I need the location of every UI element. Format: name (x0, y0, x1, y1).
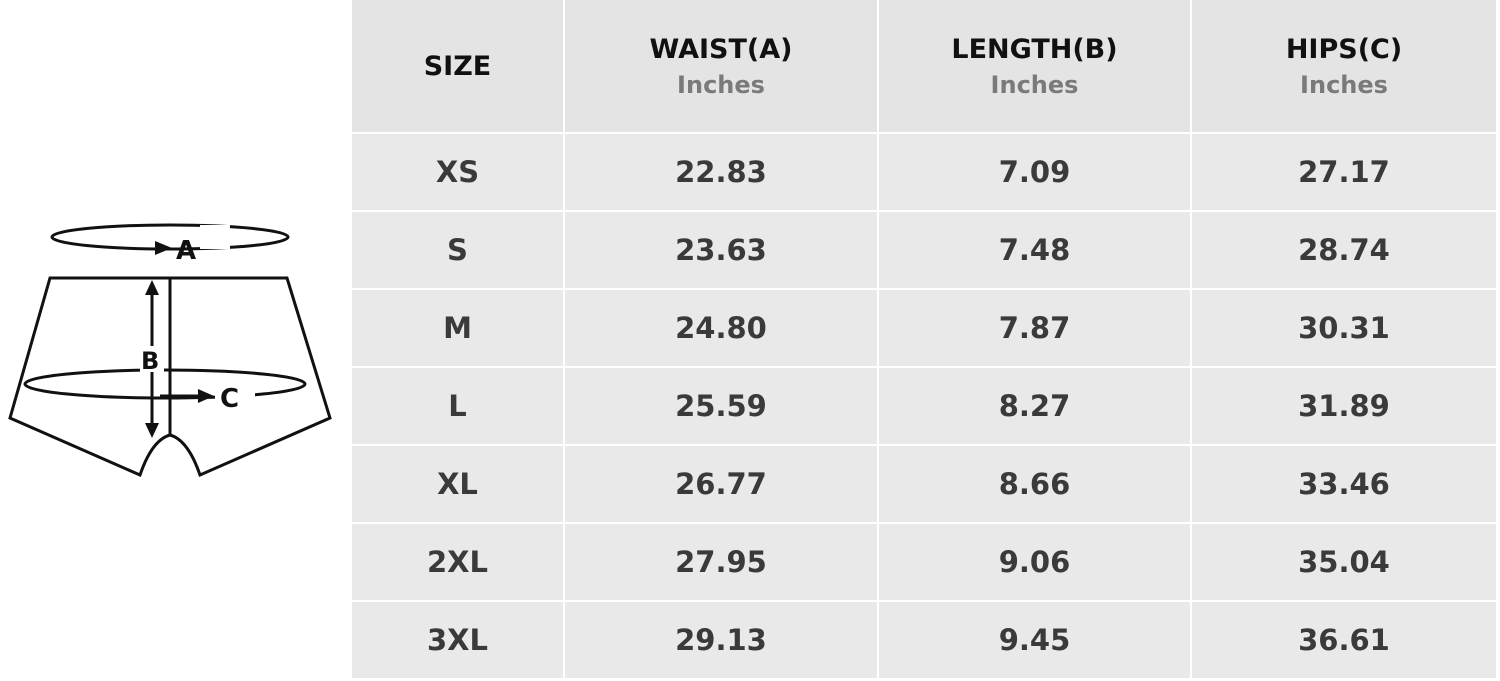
length-cell: 8.66 (879, 446, 1190, 522)
waist-cell: 24.80 (565, 290, 877, 366)
hips-cell: 36.61 (1192, 602, 1496, 678)
label-a: A (176, 236, 196, 266)
size-cell: XL (352, 446, 563, 522)
header-title: HIPS(C) (1285, 33, 1403, 65)
label-c: C (220, 384, 239, 414)
length-cell: 7.48 (879, 212, 1190, 288)
size-cell: S (352, 212, 563, 288)
shorts-outline (8, 276, 332, 478)
header-row: SIZE WAIST(A) Inches LENGTH(B) Inches HIPS… (352, 0, 1496, 132)
length-cell: 9.45 (879, 602, 1190, 678)
header-waist: WAIST(A) Inches (565, 0, 877, 132)
label-b: B (141, 347, 159, 375)
hips-cell: 30.31 (1192, 290, 1496, 366)
waist-cell: 25.59 (565, 368, 877, 444)
header-size: SIZE (352, 0, 563, 132)
waist-measure-ellipse (50, 223, 290, 251)
header-title: WAIST(A) (649, 33, 793, 65)
table-row: XS 22.83 7.09 27.17 (352, 134, 1496, 210)
size-cell: L (352, 368, 563, 444)
header-unit: Inches (990, 70, 1079, 99)
hips-cell: 33.46 (1192, 446, 1496, 522)
table-row: L 25.59 8.27 31.89 (352, 368, 1496, 444)
hips-cell: 31.89 (1192, 368, 1496, 444)
length-cell: 9.06 (879, 524, 1190, 600)
header-title: LENGTH(B) (951, 33, 1118, 65)
header-unit: Inches (677, 70, 765, 99)
header-unit: Inches (1300, 70, 1388, 99)
arrow-up-icon (145, 280, 159, 295)
length-cell: 7.87 (879, 290, 1190, 366)
header-length: LENGTH(B) Inches (879, 0, 1190, 132)
waist-cell: 23.63 (565, 212, 877, 288)
hips-cell: 35.04 (1192, 524, 1496, 600)
header-title: SIZE (423, 50, 492, 82)
waist-cell: 27.95 (565, 524, 877, 600)
arrow-a-icon (155, 241, 172, 255)
hips-measure-ellipse (23, 368, 307, 400)
table-row: 3XL 29.13 9.45 36.61 (352, 602, 1496, 678)
shorts-measurement-diagram: A B C (8, 223, 332, 478)
arrow-c-icon (198, 389, 214, 403)
arrow-down-icon (145, 423, 159, 438)
table-row: XL 26.77 8.66 33.46 (352, 446, 1496, 522)
table-row: 2XL 27.95 9.06 35.04 (352, 524, 1496, 600)
hips-cell: 28.74 (1192, 212, 1496, 288)
hips-cell: 27.17 (1192, 134, 1496, 210)
table-row: M 24.80 7.87 30.31 (352, 290, 1496, 366)
header-hips: HIPS(C) Inches (1192, 0, 1496, 132)
waist-cell: 29.13 (565, 602, 877, 678)
length-cell: 8.27 (879, 368, 1190, 444)
length-cell: 7.09 (879, 134, 1190, 210)
size-cell: XS (352, 134, 563, 210)
waist-cell: 22.83 (565, 134, 877, 210)
size-cell: 3XL (352, 602, 563, 678)
size-cell: 2XL (352, 524, 563, 600)
size-cell: M (352, 290, 563, 366)
table-row: S 23.63 7.48 28.74 (352, 212, 1496, 288)
waist-cell: 26.77 (565, 446, 877, 522)
size-chart-table: SIZE WAIST(A) Inches LENGTH(B) Inches HIPS… (350, 0, 1498, 680)
